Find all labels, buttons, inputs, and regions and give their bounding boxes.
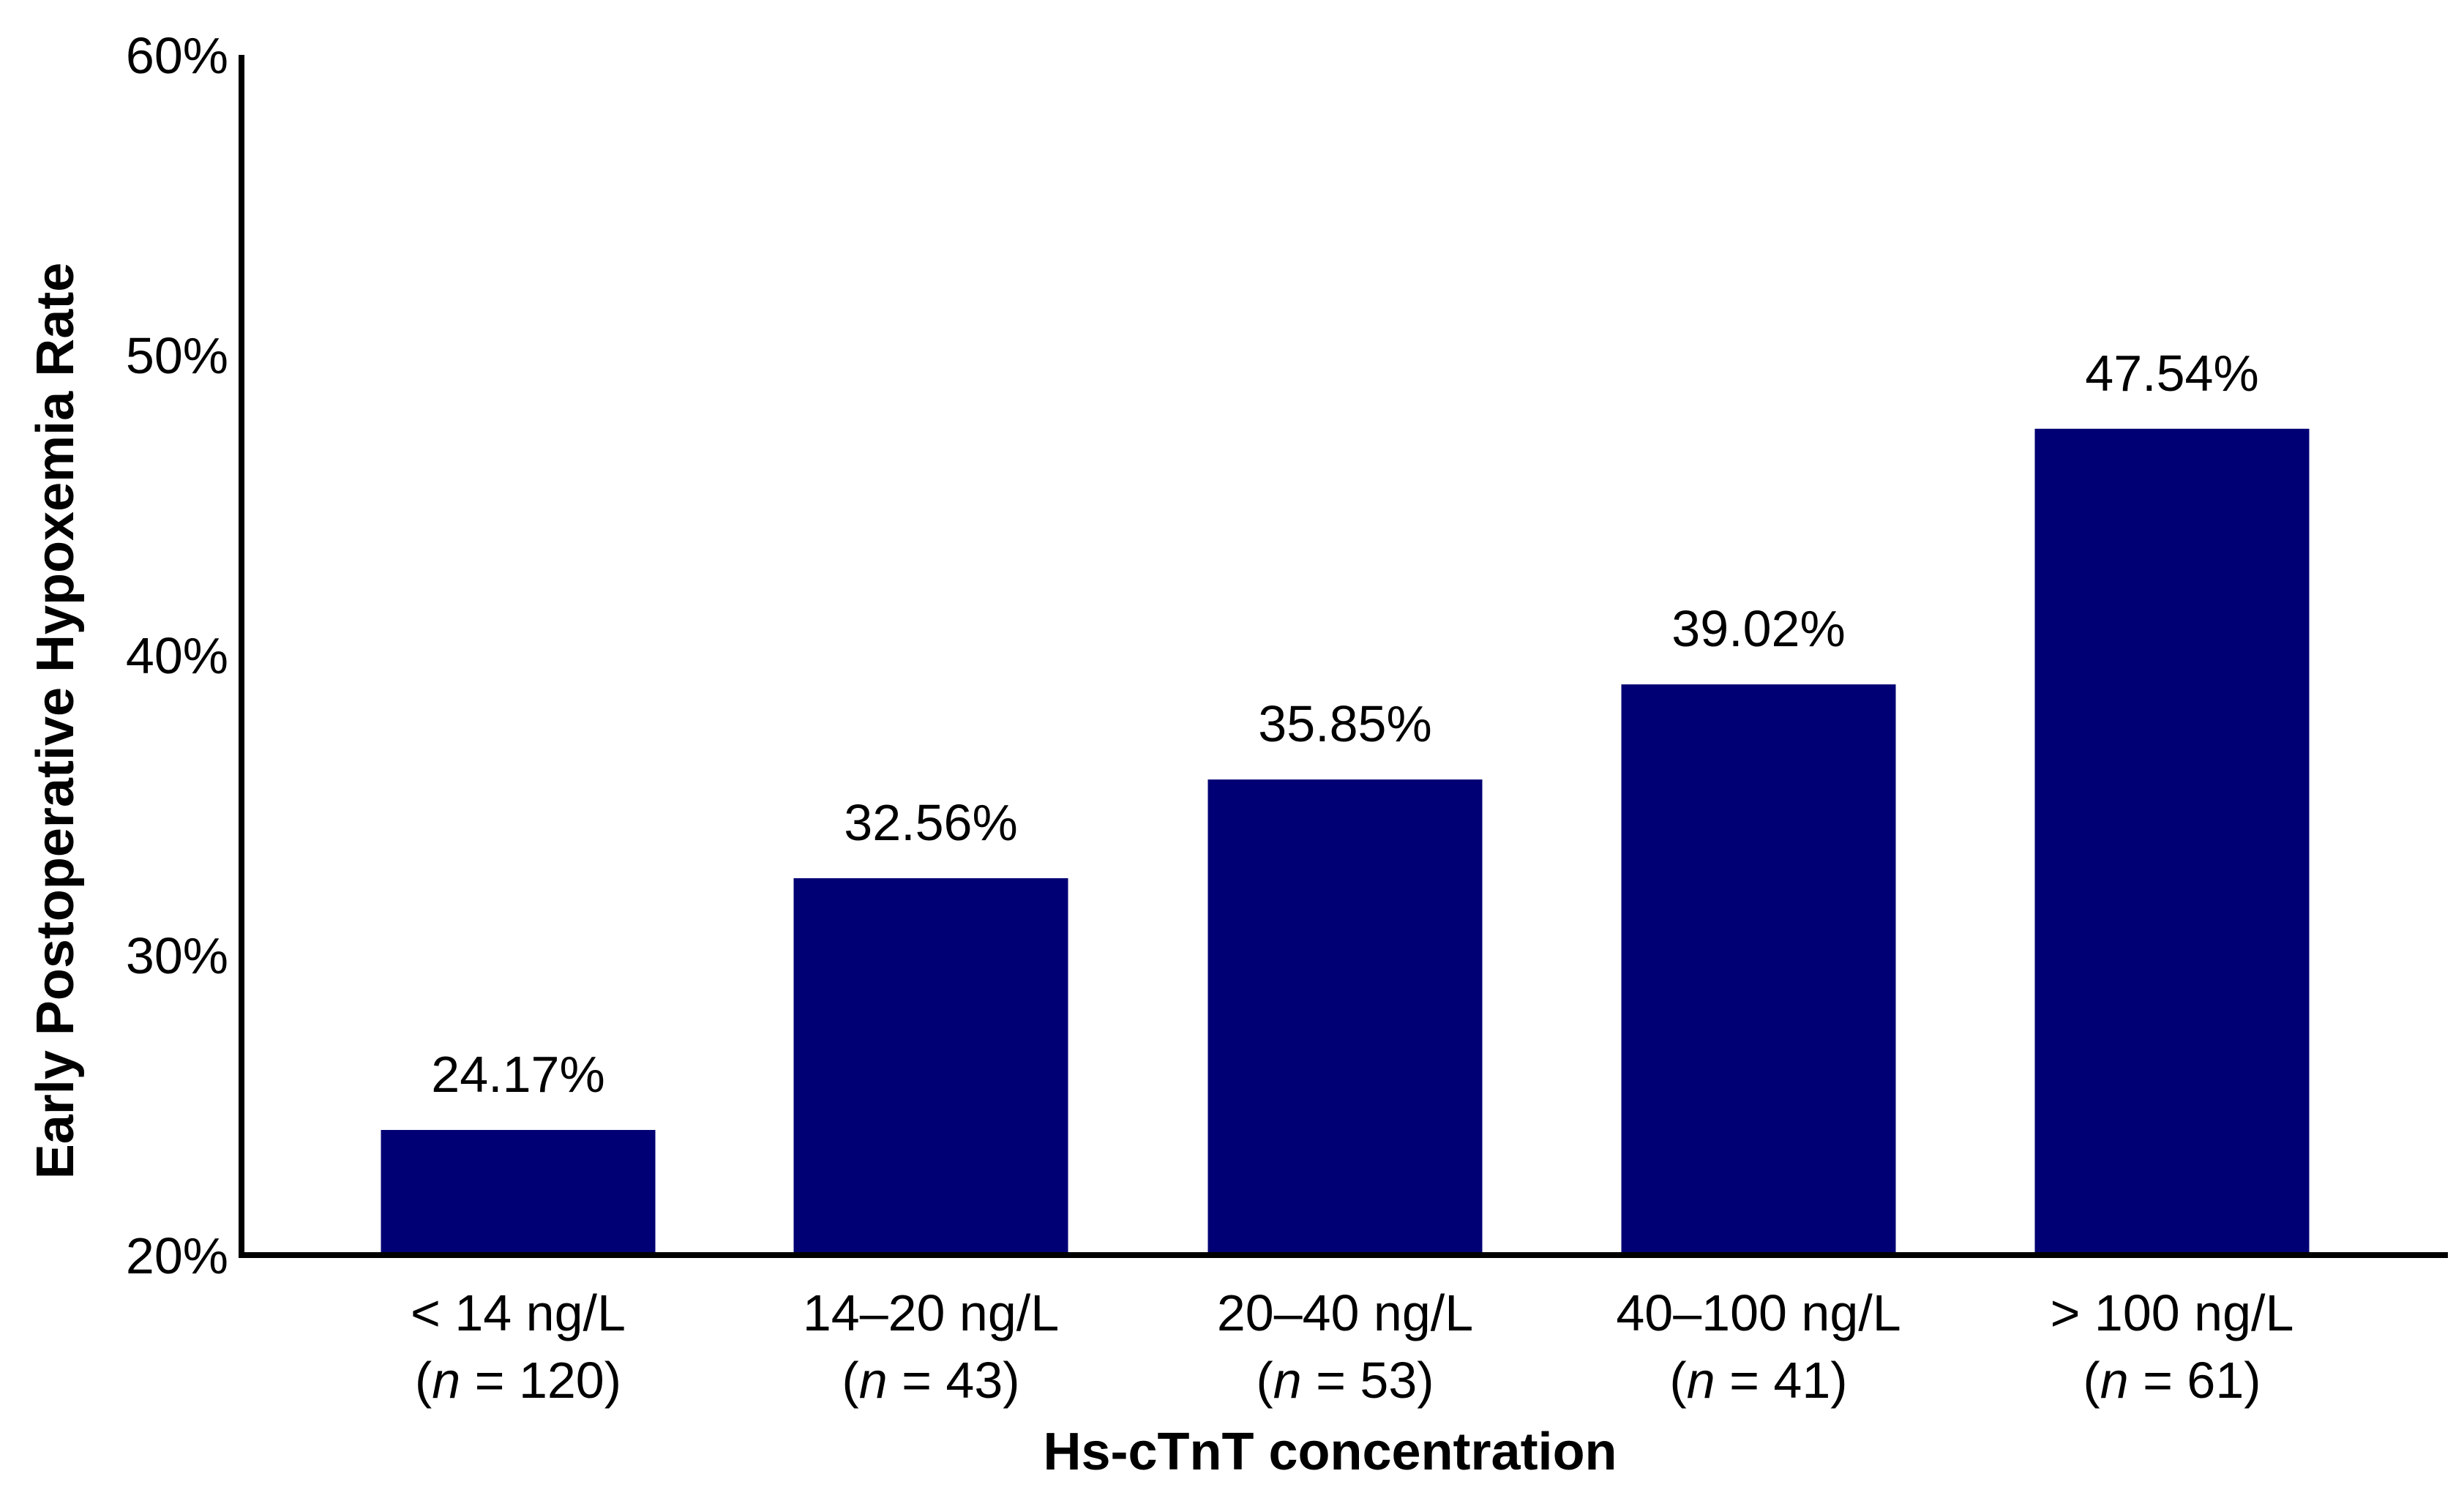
bar-5 [2034,428,2310,1255]
x-category-count-2: (n = 43) [842,1352,1019,1409]
bar-2 [793,878,1068,1255]
bar-1 [381,1130,656,1255]
count-open-paren: ( [842,1352,858,1409]
x-category-label-3: 20–40 ng/L [1217,1284,1473,1341]
count-open-paren: ( [2083,1352,2100,1409]
x-category-count-3: (n = 53) [1256,1352,1434,1409]
count-value: = 61) [2129,1352,2261,1409]
data-label-4: 39.02% [1671,600,1845,657]
x-category-label-4: 40–100 ng/L [1616,1284,1901,1341]
count-variable: n [432,1352,460,1409]
count-value: = 53) [1302,1352,1434,1409]
data-label-1: 24.17% [431,1046,604,1103]
x-axis-title: Hs-cTnT concentration [1043,1423,1617,1481]
bar-3 [1207,779,1483,1255]
x-category-count-5: (n = 61) [2083,1352,2261,1409]
y-tick-label-20: 20% [126,1227,228,1284]
count-variable: n [2100,1352,2129,1409]
x-category-label-1: < 14 ng/L [411,1284,626,1341]
count-value: = 43) [888,1352,1020,1409]
x-category-count-4: (n = 41) [1669,1352,1847,1409]
x-category-label-5: > 100 ng/L [2051,1284,2294,1341]
y-tick-label-60: 60% [126,27,228,84]
count-value: = 41) [1715,1352,1848,1409]
count-open-paren: ( [1669,1352,1686,1409]
x-category-count-1: (n = 120) [415,1352,621,1409]
y-tick-label-30: 30% [126,927,228,984]
y-tick-label-40: 40% [126,627,228,684]
y-axis-title: Early Postoperative Hypoxemia Rate [26,263,85,1180]
count-value: = 120) [460,1352,621,1409]
bars-layer [381,428,2310,1255]
data-labels-layer: 24.17% 32.56% 35.85% 39.02% 47.54% [431,345,2258,1103]
count-open-paren: ( [415,1352,432,1409]
count-open-paren: ( [1256,1352,1273,1409]
x-categories-layer: < 14 ng/L(n = 120)14–20 ng/L(n = 43)20–4… [411,1284,2293,1409]
data-label-3: 35.85% [1258,695,1431,752]
count-variable: n [859,1352,888,1409]
x-category-label-2: 14–20 ng/L [803,1284,1059,1341]
count-variable: n [1687,1352,1715,1409]
count-variable: n [1273,1352,1302,1409]
y-ticks-layer: 20% 30% 40% 50% 60% [126,27,228,1284]
bar-4 [1621,684,1896,1255]
y-tick-label-50: 50% [126,327,228,384]
data-label-2: 32.56% [844,794,1017,851]
data-label-5: 47.54% [2085,345,2258,402]
